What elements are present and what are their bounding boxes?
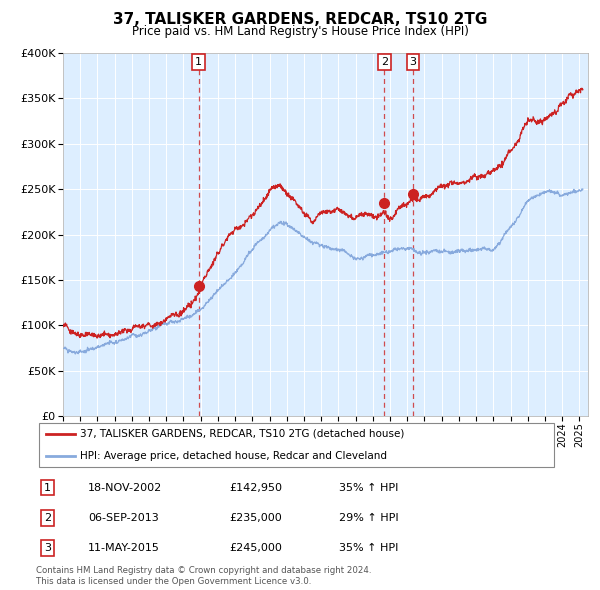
Text: £142,950: £142,950	[229, 483, 282, 493]
Text: 35% ↑ HPI: 35% ↑ HPI	[339, 483, 398, 493]
Text: Price paid vs. HM Land Registry's House Price Index (HPI): Price paid vs. HM Land Registry's House …	[131, 25, 469, 38]
FancyBboxPatch shape	[38, 423, 554, 467]
Text: 35% ↑ HPI: 35% ↑ HPI	[339, 543, 398, 553]
Text: £235,000: £235,000	[229, 513, 282, 523]
Text: 18-NOV-2002: 18-NOV-2002	[88, 483, 163, 493]
Text: Contains HM Land Registry data © Crown copyright and database right 2024.
This d: Contains HM Land Registry data © Crown c…	[36, 566, 371, 586]
Text: 3: 3	[44, 543, 51, 553]
Text: 1: 1	[44, 483, 51, 493]
Text: 2: 2	[381, 57, 388, 67]
Text: 11-MAY-2015: 11-MAY-2015	[88, 543, 160, 553]
Text: 2: 2	[44, 513, 51, 523]
Text: 37, TALISKER GARDENS, REDCAR, TS10 2TG: 37, TALISKER GARDENS, REDCAR, TS10 2TG	[113, 12, 487, 27]
Text: £245,000: £245,000	[229, 543, 282, 553]
Text: 37, TALISKER GARDENS, REDCAR, TS10 2TG (detached house): 37, TALISKER GARDENS, REDCAR, TS10 2TG (…	[80, 429, 405, 439]
Text: 06-SEP-2013: 06-SEP-2013	[88, 513, 159, 523]
Text: HPI: Average price, detached house, Redcar and Cleveland: HPI: Average price, detached house, Redc…	[80, 451, 388, 461]
Text: 3: 3	[409, 57, 416, 67]
Text: 29% ↑ HPI: 29% ↑ HPI	[339, 513, 398, 523]
Text: 1: 1	[195, 57, 202, 67]
